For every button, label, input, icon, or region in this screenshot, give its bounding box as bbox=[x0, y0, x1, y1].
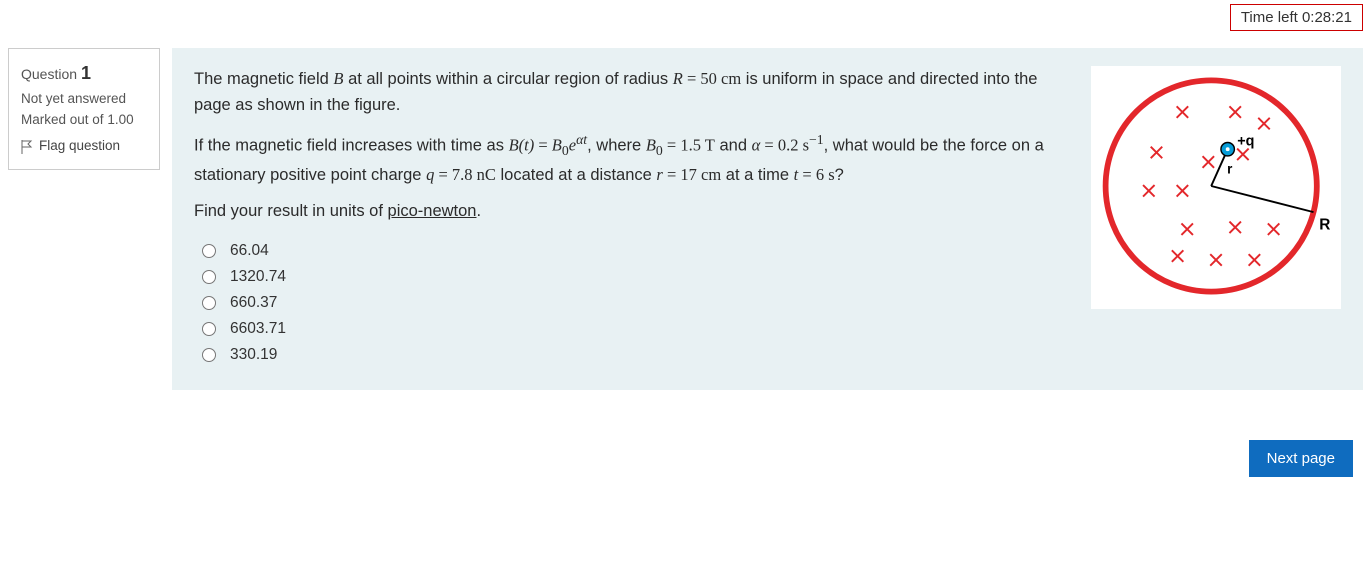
question-body: The magnetic field B at all points withi… bbox=[194, 66, 1073, 368]
question-figure: +q r R bbox=[1091, 66, 1341, 309]
svg-text:R: R bbox=[1319, 216, 1330, 233]
figure-svg: +q r R bbox=[1091, 66, 1341, 306]
paragraph-3: Find your result in units of pico-newton… bbox=[194, 198, 1073, 224]
answer-option[interactable]: 66.04 bbox=[202, 238, 1073, 264]
answer-radio[interactable] bbox=[202, 244, 216, 258]
answer-radio[interactable] bbox=[202, 270, 216, 284]
answer-option[interactable]: 1320.74 bbox=[202, 264, 1073, 290]
paragraph-1: The magnetic field B at all points withi… bbox=[194, 66, 1073, 119]
answer-options: 66.04 1320.74 660.37 6603.71 bbox=[194, 238, 1073, 368]
svg-text:r: r bbox=[1227, 161, 1233, 176]
answer-radio[interactable] bbox=[202, 296, 216, 310]
answer-radio[interactable] bbox=[202, 322, 216, 336]
question-content: The magnetic field B at all points withi… bbox=[172, 48, 1363, 390]
next-page-button[interactable]: Next page bbox=[1249, 440, 1353, 477]
timer-label: Time left 0:28:21 bbox=[1241, 9, 1352, 26]
navigation-bar: Next page bbox=[172, 390, 1363, 487]
question-nav-panel: Question 1 Not yet answered Marked out o… bbox=[8, 48, 160, 170]
svg-text:+q: +q bbox=[1237, 133, 1254, 149]
answer-option[interactable]: 6603.71 bbox=[202, 316, 1073, 342]
flag-label: Flag question bbox=[39, 135, 120, 157]
flag-icon bbox=[21, 139, 33, 153]
question-label: Question bbox=[21, 66, 77, 82]
answer-radio[interactable] bbox=[202, 348, 216, 362]
answer-label: 6603.71 bbox=[230, 320, 286, 338]
page: Question 1 Not yet answered Marked out o… bbox=[0, 0, 1371, 495]
answer-label: 1320.74 bbox=[230, 268, 286, 286]
content-wrap: The magnetic field B at all points withi… bbox=[172, 48, 1363, 487]
answer-label: 330.19 bbox=[230, 346, 277, 364]
question-text: The magnetic field B at all points withi… bbox=[194, 66, 1073, 224]
paragraph-2: If the magnetic field increases with tim… bbox=[194, 129, 1073, 188]
question-number-line: Question 1 bbox=[21, 59, 147, 88]
next-page-label: Next page bbox=[1267, 450, 1335, 467]
answer-label: 66.04 bbox=[230, 242, 269, 260]
answer-option[interactable]: 660.37 bbox=[202, 290, 1073, 316]
timer-box: Time left 0:28:21 bbox=[1230, 4, 1363, 31]
answer-option[interactable]: 330.19 bbox=[202, 342, 1073, 368]
question-status: Not yet answered bbox=[21, 88, 147, 110]
marked-out-of: Marked out of 1.00 bbox=[21, 109, 147, 131]
question-number: 1 bbox=[81, 63, 91, 83]
flag-question-button[interactable]: Flag question bbox=[21, 135, 147, 157]
answer-label: 660.37 bbox=[230, 294, 277, 312]
